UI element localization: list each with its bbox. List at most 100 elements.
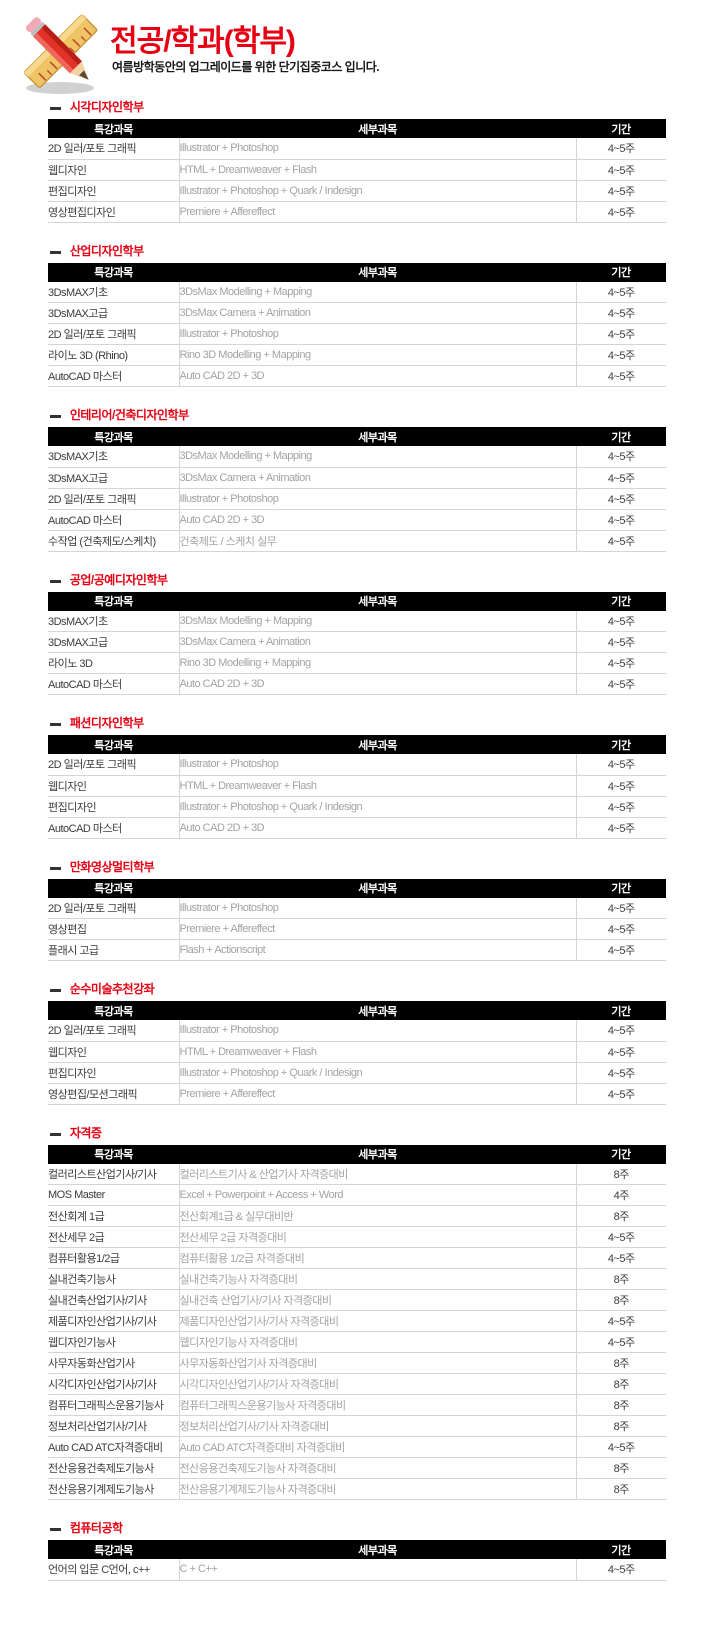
course-table: 특강과목 세부과목 기간 2D 일러/포토 그래픽 Illustrator + … [48,735,666,839]
duration-cell: 4~5주 [576,180,666,202]
subject-cell: 컴퓨터활용1/2급 [48,1247,180,1269]
course-table: 특강과목 세부과목 기간 2D 일러/포토 그래픽 Illustrator + … [48,1001,666,1105]
duration-cell: 4~5주 [576,754,666,776]
column-header-subject: 특강과목 [48,427,179,446]
detail-cell: 제품디자인산업기사/기사 자격증대비 [179,1310,577,1332]
duration-cell: 4~5주 [576,365,666,387]
detail-cell: 시각디자인산업기사/기사 자격증대비 [179,1373,577,1395]
duration-cell: 4~5주 [576,775,666,797]
subject-cell: 편집디자인 [48,796,180,818]
detail-cell: 3DsMax Camera + Animation [179,467,577,489]
table-row: 정보처리산업기사/기사 정보처리산업기사/기사 자격증대비 8주 [48,1415,666,1437]
subject-cell: 2D 일러/포토 그래픽 [48,323,180,345]
course-section: 자격증 특강과목 세부과목 기간 컬러리스트산업기사/기사 컬러리스트기사 & … [48,1105,666,1500]
table-row: 제품디자인산업기사/기사 제품디자인산업기사/기사 자격증대비 4~5주 [48,1310,666,1332]
table-header-row: 특강과목 세부과목 기간 [48,591,666,611]
table-header-row: 특강과목 세부과목 기간 [48,119,666,138]
page: 전공/학과(학부) 여름방학동안의 업그레이드를 위한 단기집중코스 입니다. … [23,14,666,1581]
section-dash-icon [50,1528,61,1531]
column-header-detail: 세부과목 [179,1001,576,1020]
table-row: AutoCAD 마스터 Auto CAD 2D + 3D 4~5주 [48,365,666,387]
column-header-detail: 세부과목 [179,1540,576,1559]
duration-cell: 4~5주 [576,323,666,345]
subject-cell: 2D 일러/포토 그래픽 [48,754,180,776]
subject-cell: 2D 일러/포토 그래픽 [48,488,180,510]
section-title: 패션디자인학부 [48,716,666,731]
table-row: 수작업 (건축제도/스케치) 건축제도 / 스케치 실무 4~5주 [48,530,666,552]
column-header-duration: 기간 [576,735,666,754]
duration-cell: 4~5주 [576,467,666,489]
detail-cell: 전산응용기계제도기능사 자격증대비 [179,1478,577,1500]
page-subtitle: 여름방학동안의 업그레이드를 위한 단기집중코스 입니다. [112,60,380,74]
course-section: 시각디자인학부 특강과목 세부과목 기간 2D 일러/포토 그래픽 Illust… [48,79,666,223]
detail-cell: Premiere + Affereffect [179,1083,577,1105]
subject-cell: 영상편집디자인 [48,201,180,223]
detail-cell: 실내건축기능사 자격증대비 [179,1268,577,1290]
detail-cell: 컴퓨터활용 1/2급 자격증대비 [179,1247,577,1269]
table-row: 전산응용기계제도기능사 전산응용기계제도기능사 자격증대비 8주 [48,1478,666,1500]
course-section: 컴퓨터공학 특강과목 세부과목 기간 언어의 입문 C언어, c++ C + C… [48,1500,666,1581]
subject-cell: 2D 일러/포토 그래픽 [48,897,180,919]
page-title: 전공/학과(학부) [110,25,296,58]
section-title: 만화영상멀티학부 [48,860,666,875]
course-section: 순수미술추천강좌 특강과목 세부과목 기간 2D 일러/포토 그래픽 Illus… [48,961,666,1105]
subject-cell: 플래시 고급 [48,939,180,961]
section-dash-icon [50,723,61,726]
column-header-duration: 기간 [576,1540,666,1559]
table-row: 2D 일러/포토 그래픽 Illustrator + Photoshop 4~5… [48,754,666,776]
section-title-text: 자격증 [69,1125,102,1140]
detail-cell: Illustrator + Photoshop [179,897,577,919]
subject-cell: 컬러리스트산업기사/기사 [48,1163,180,1185]
subject-cell: 사무자동화산업기사 [48,1352,180,1374]
duration-cell: 4~5주 [576,1020,666,1042]
duration-cell: 4~5주 [576,509,666,531]
duration-cell: 4~5주 [576,201,666,223]
course-section: 패션디자인학부 특강과목 세부과목 기간 2D 일러/포토 그래픽 Illust… [48,695,666,839]
detail-cell: Auto CAD 2D + 3D [179,365,577,387]
column-header-duration: 기간 [576,119,666,138]
subject-cell: 제품디자인산업기사/기사 [48,1310,180,1332]
section-title-text: 시각디자인학부 [69,100,144,114]
table-row: 시각디자인산업기사/기사 시각디자인산업기사/기사 자격증대비 8주 [48,1373,666,1395]
detail-cell: Rino 3D Modelling + Mapping [179,652,577,674]
duration-cell: 8주 [576,1163,666,1185]
detail-cell: 건축제도 / 스케치 실무 [179,530,577,552]
duration-cell: 4~5주 [576,446,666,468]
detail-cell: 전산세무 2급 자격증대비 [179,1226,577,1248]
table-row: AutoCAD 마스터 Auto CAD 2D + 3D 4~5주 [48,509,666,531]
subject-cell: 전산회계 1급 [48,1205,180,1227]
table-row: 웹디자인 HTML + Dreamweaver + Flash 4~5주 [48,775,666,797]
subject-cell: 3DsMAX기초 [48,610,180,632]
table-row: AutoCAD 마스터 Auto CAD 2D + 3D 4~5주 [48,673,666,695]
duration-cell: 4주 [576,1184,666,1206]
section-title: 자격증 [48,1126,666,1141]
duration-cell: 4~5주 [576,159,666,181]
column-header-subject: 특강과목 [48,878,179,898]
detail-cell: 웹디자인기능사 자격증대비 [179,1331,577,1353]
duration-cell: 4~5주 [576,1041,666,1063]
section-title-text: 패션디자인학부 [69,716,144,730]
detail-cell: 사무자동화산업기사 자격증대비 [179,1352,577,1374]
duration-cell: 4~5주 [576,1559,666,1581]
column-header-duration: 기간 [576,591,666,611]
table-row: 3DsMAX기초 3DsMax Modelling + Mapping 4~5주 [48,446,666,468]
subject-cell: 웹디자인기능사 [48,1331,180,1353]
column-header-subject: 특강과목 [48,119,179,138]
duration-cell: 4~5주 [576,1226,666,1248]
subject-cell: 언어의 입문 C언어, c++ [48,1559,180,1581]
table-row: AutoCAD 마스터 Auto CAD 2D + 3D 4~5주 [48,817,666,839]
detail-cell: Illustrator + Photoshop [179,138,577,160]
section-dash-icon [50,415,61,418]
column-header-detail: 세부과목 [179,427,576,446]
column-header-detail: 세부과목 [179,878,576,898]
subject-cell: 실내건축기능사 [48,1268,180,1290]
column-header-duration: 기간 [576,1001,666,1020]
subject-cell: 2D 일러/포토 그래픽 [48,138,180,160]
detail-cell: Illustrator + Photoshop + Quark / Indesi… [179,1062,577,1084]
section-dash-icon [50,866,61,870]
table-header-row: 특강과목 세부과목 기간 [48,262,666,282]
table-row: 편집디자인 Illustrator + Photoshop + Quark / … [48,180,666,202]
subject-cell: 전산응용기계제도기능사 [48,1478,180,1500]
table-row: 언어의 입문 C언어, c++ C + C++ 4~5주 [48,1559,666,1581]
subject-cell: 실내건축산업기사/기사 [48,1289,180,1311]
